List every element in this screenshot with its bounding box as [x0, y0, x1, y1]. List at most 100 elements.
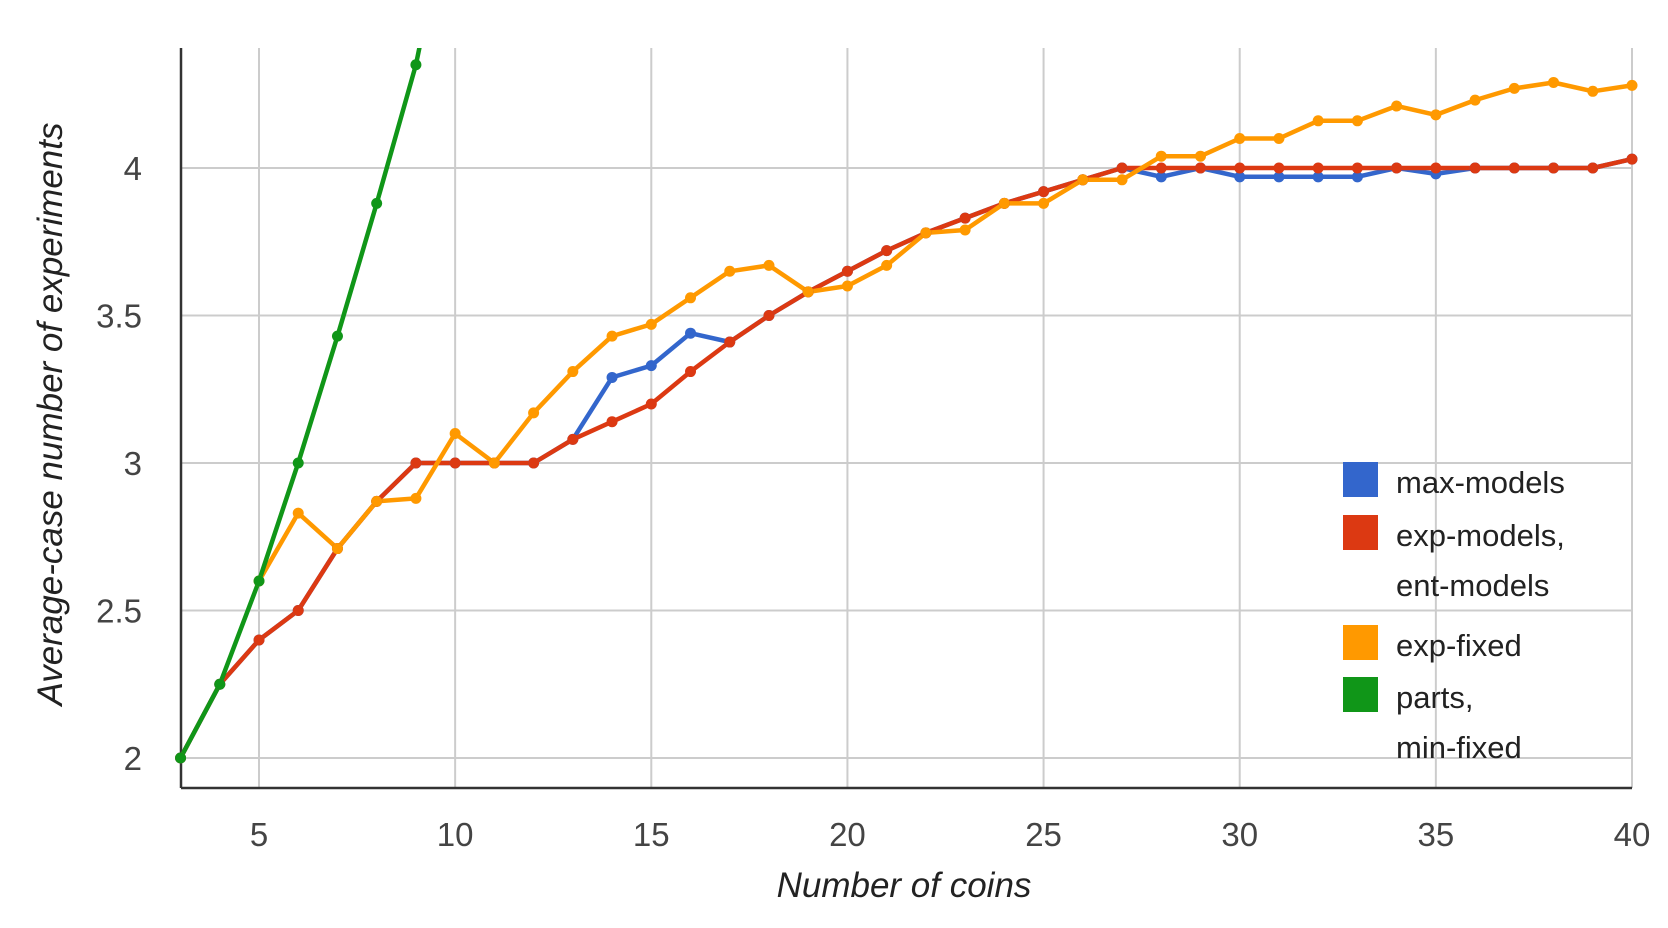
series-lines: [178, 48, 1635, 761]
data-point: [1273, 133, 1285, 144]
data-point: [1430, 109, 1442, 121]
data-point: [763, 259, 775, 271]
data-point: [763, 310, 775, 321]
series-line-2: [256, 80, 1635, 584]
data-point: [685, 292, 697, 304]
y-tick-label: 3: [124, 445, 142, 482]
data-point: [1038, 197, 1050, 209]
axes: [179, 48, 1632, 790]
data-point: [175, 752, 187, 764]
x-tick-label: 40: [1614, 816, 1651, 853]
y-tick-label: 2: [124, 740, 142, 777]
data-point: [528, 407, 540, 419]
data-point: [528, 457, 540, 469]
data-point: [214, 678, 226, 690]
data-point: [410, 457, 422, 469]
grid: [181, 48, 1633, 788]
data-point: [1469, 162, 1481, 174]
data-point: [331, 543, 343, 555]
data-point: [1155, 171, 1167, 183]
data-point: [1587, 162, 1599, 174]
data-point: [1626, 153, 1638, 165]
data-point: [802, 286, 814, 298]
data-point: [1508, 162, 1520, 174]
x-tick-label: 30: [1221, 816, 1258, 853]
data-point: [253, 634, 265, 646]
tick-labels: 5 10 15 20 25 30 35 40 2 2.5 3 3.5 4: [96, 150, 1650, 853]
legend-label: exp-fixed: [1396, 628, 1522, 663]
data-point: [1430, 162, 1442, 174]
x-tick-label: 35: [1417, 816, 1454, 853]
data-point: [1077, 174, 1089, 186]
data-point: [253, 575, 265, 587]
data-point: [1155, 162, 1167, 174]
data-point: [1273, 171, 1285, 183]
legend-swatch: [1343, 515, 1378, 550]
data-point: [685, 366, 697, 378]
data-point: [1351, 171, 1363, 183]
legend-label: parts,: [1396, 680, 1474, 715]
legend: max-models exp-models, ent-models exp-fixed…: [1343, 462, 1565, 765]
data-point: [606, 330, 618, 342]
data-point: [1626, 79, 1638, 91]
data-point: [959, 212, 971, 224]
data-point: [1548, 162, 1560, 174]
data-point: [724, 265, 736, 277]
data-point: [567, 433, 579, 445]
data-point: [292, 605, 304, 616]
data-point: [1234, 133, 1246, 144]
data-point: [1508, 82, 1520, 94]
data-point: [606, 371, 618, 383]
y-tick-label: 4: [124, 150, 142, 187]
legend-label: ent-models: [1396, 568, 1549, 603]
data-point: [1234, 162, 1246, 174]
data-point: [606, 416, 618, 428]
data-point: [488, 457, 500, 469]
legend-swatch: [1343, 677, 1378, 712]
data-point: [1116, 162, 1128, 174]
data-point: [1273, 162, 1285, 174]
data-point: [1194, 150, 1206, 162]
data-point: [371, 197, 383, 209]
data-point: [881, 245, 893, 257]
data-point: [724, 336, 736, 348]
data-point: [645, 398, 657, 410]
x-tick-label: 20: [829, 816, 866, 853]
legend-label: min-fixed: [1396, 730, 1522, 765]
data-point: [1038, 186, 1050, 198]
data-point: [410, 59, 422, 71]
data-point: [1312, 162, 1324, 174]
data-point: [1234, 171, 1246, 183]
y-axis-title: Average-case number of experiments: [31, 123, 70, 708]
data-point: [998, 197, 1010, 209]
data-point: [920, 227, 932, 239]
x-tick-label: 10: [437, 816, 474, 853]
data-point: [1312, 171, 1324, 183]
data-point: [1351, 162, 1363, 174]
x-tick-label: 5: [250, 816, 268, 853]
data-point: [371, 495, 383, 507]
data-point: [685, 327, 697, 339]
legend-label: max-models: [1396, 465, 1565, 500]
data-point: [841, 265, 853, 277]
data-point: [449, 428, 461, 439]
legend-label: exp-models,: [1396, 518, 1565, 553]
series-line-3: [178, 48, 422, 761]
legend-swatch: [1343, 462, 1378, 497]
data-point: [292, 457, 304, 469]
y-tick-label: 3.5: [96, 298, 142, 335]
x-tick-label: 15: [633, 816, 670, 853]
data-point: [645, 360, 657, 372]
series-points: [175, 59, 1638, 764]
data-point: [645, 318, 657, 330]
data-point: [292, 507, 304, 519]
data-point: [1116, 174, 1128, 186]
data-point: [331, 330, 343, 342]
data-point: [449, 457, 461, 469]
data-point: [841, 280, 853, 292]
legend-swatch: [1343, 625, 1378, 660]
data-point: [1391, 162, 1403, 174]
data-point: [1155, 150, 1167, 162]
data-point: [1548, 76, 1560, 88]
